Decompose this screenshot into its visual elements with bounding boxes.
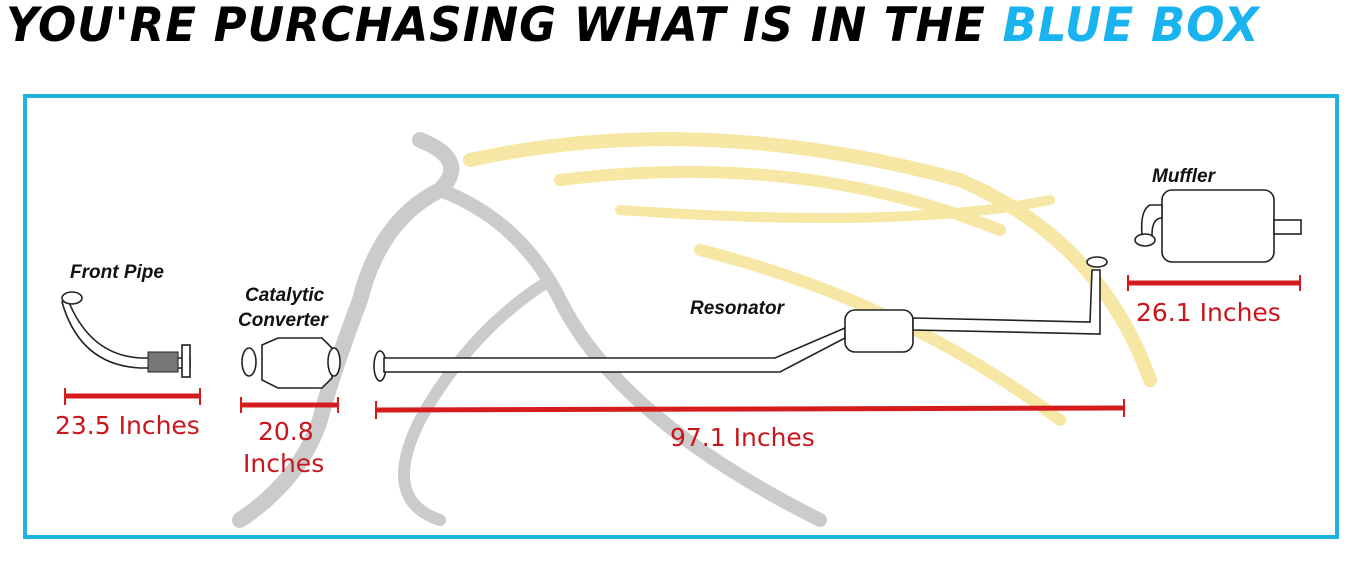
title-highlight: BLUE BOX <box>1002 0 1260 53</box>
measure-bar-front-pipe <box>64 388 201 405</box>
page-title: YOU'RE PURCHASING WHAT IS IN THE BLUE BO… <box>6 0 1260 52</box>
catalytic-converter-drawing <box>241 337 341 389</box>
resonator-pipe-drawing <box>373 256 1108 382</box>
measure-bar-muffler <box>1127 275 1301 291</box>
front-pipe-label: Front Pipe <box>70 262 164 283</box>
catalytic-measure-line2: Inches <box>243 449 324 478</box>
measure-bar-resonator <box>375 399 1125 419</box>
catalytic-measure-line1: 20.8 <box>258 417 314 446</box>
front-pipe-measure: 23.5 Inches <box>55 411 200 440</box>
muffler-drawing <box>1134 189 1302 263</box>
muffler-label: Muffler <box>1152 166 1217 187</box>
front-pipe-drawing <box>61 291 191 378</box>
resonator-label: Resonator <box>690 298 786 319</box>
catalytic-converter-label-line2: Converter <box>238 310 329 331</box>
muffler-measure: 26.1 Inches <box>1136 298 1281 327</box>
catalytic-converter-label-line1: Catalytic <box>245 285 325 306</box>
measure-bar-catalytic <box>240 397 339 413</box>
resonator-measure: 97.1 Inches <box>670 423 815 452</box>
blue-box <box>23 94 1339 539</box>
